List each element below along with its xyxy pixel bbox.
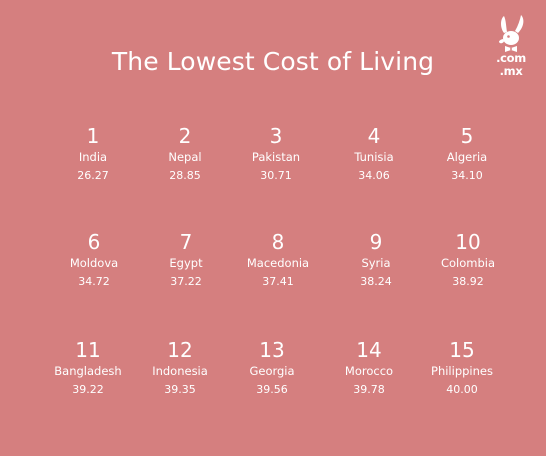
country-name: Indonesia — [152, 364, 208, 378]
ranking-item: 15 Philippines 40.00 — [407, 338, 517, 397]
rank-number: 9 — [369, 230, 383, 254]
country-name: Morocco — [344, 364, 394, 378]
ranking-item: 7 Egypt 37.22 — [131, 230, 241, 289]
rank-number: 12 — [167, 338, 193, 362]
ranking-item: 3 Pakistan 30.71 — [221, 124, 331, 183]
rank-number: 11 — [75, 338, 101, 362]
rank-number: 1 — [86, 124, 100, 148]
cost-value: 30.71 — [260, 169, 292, 182]
country-name: Georgia — [249, 364, 295, 378]
country-name: Algeria — [446, 150, 488, 164]
ranking-item: 9 Syria 38.24 — [321, 230, 431, 289]
cost-value: 34.10 — [451, 169, 483, 182]
country-name: Pakistan — [251, 150, 301, 164]
cost-value: 34.72 — [78, 275, 110, 288]
rank-number: 6 — [87, 230, 101, 254]
country-name: Nepal — [168, 150, 202, 164]
cost-value: 39.56 — [256, 383, 288, 396]
cost-value: 34.06 — [358, 169, 390, 182]
cost-value: 40.00 — [446, 383, 478, 396]
cost-value: 28.85 — [169, 169, 201, 182]
cost-value: 26.27 — [77, 169, 109, 182]
rank-number: 4 — [367, 124, 381, 148]
cost-value: 38.24 — [360, 275, 392, 288]
ranking-item: 2 Nepal 28.85 — [130, 124, 240, 183]
ranking-item: 10 Colombia 38.92 — [413, 230, 523, 289]
page-title: The Lowest Cost of Living — [111, 47, 435, 76]
country-name: Bangladesh — [54, 364, 122, 378]
rank-number: 13 — [259, 338, 285, 362]
ranking-item: 13 Georgia 39.56 — [217, 338, 327, 397]
country-name: Tunisia — [354, 150, 394, 164]
ranking-item: 6 Moldova 34.72 — [39, 230, 149, 289]
rank-number: 2 — [178, 124, 192, 148]
cost-value: 38.92 — [452, 275, 484, 288]
cost-value: 39.35 — [164, 383, 196, 396]
cost-value: 37.41 — [262, 275, 294, 288]
ranking-item: 14 Morocco 39.78 — [314, 338, 424, 397]
cost-value: 37.22 — [170, 275, 202, 288]
rank-number: 5 — [460, 124, 474, 148]
country-name: Colombia — [440, 256, 496, 270]
country-name: Macedonia — [246, 256, 310, 270]
ranking-item: 5 Algeria 34.10 — [412, 124, 522, 183]
country-name: Moldova — [69, 256, 119, 270]
ranking-item: 8 Macedonia 37.41 — [223, 230, 333, 289]
rank-number: 8 — [271, 230, 285, 254]
logo-domain-line1: .com — [496, 51, 526, 65]
rank-number: 15 — [449, 338, 475, 362]
cost-value: 39.22 — [72, 383, 104, 396]
logo-domain-line2: .mx — [499, 64, 523, 78]
country-name: India — [78, 150, 108, 164]
country-name: Philippines — [431, 364, 493, 378]
rank-number: 14 — [356, 338, 382, 362]
playboy-logo: .com .mx — [494, 14, 528, 84]
cost-value: 39.78 — [353, 383, 385, 396]
country-name: Syria — [361, 256, 391, 270]
rank-number: 7 — [179, 230, 193, 254]
ranking-item: 12 Indonesia 39.35 — [125, 338, 235, 397]
ranking-item: 11 Bangladesh 39.22 — [33, 338, 143, 397]
rank-number: 3 — [269, 124, 283, 148]
ranking-item: 1 India 26.27 — [38, 124, 148, 183]
rank-number: 10 — [455, 230, 481, 254]
country-name: Egypt — [169, 256, 203, 270]
ranking-item: 4 Tunisia 34.06 — [319, 124, 429, 183]
bunny-icon — [499, 15, 524, 52]
